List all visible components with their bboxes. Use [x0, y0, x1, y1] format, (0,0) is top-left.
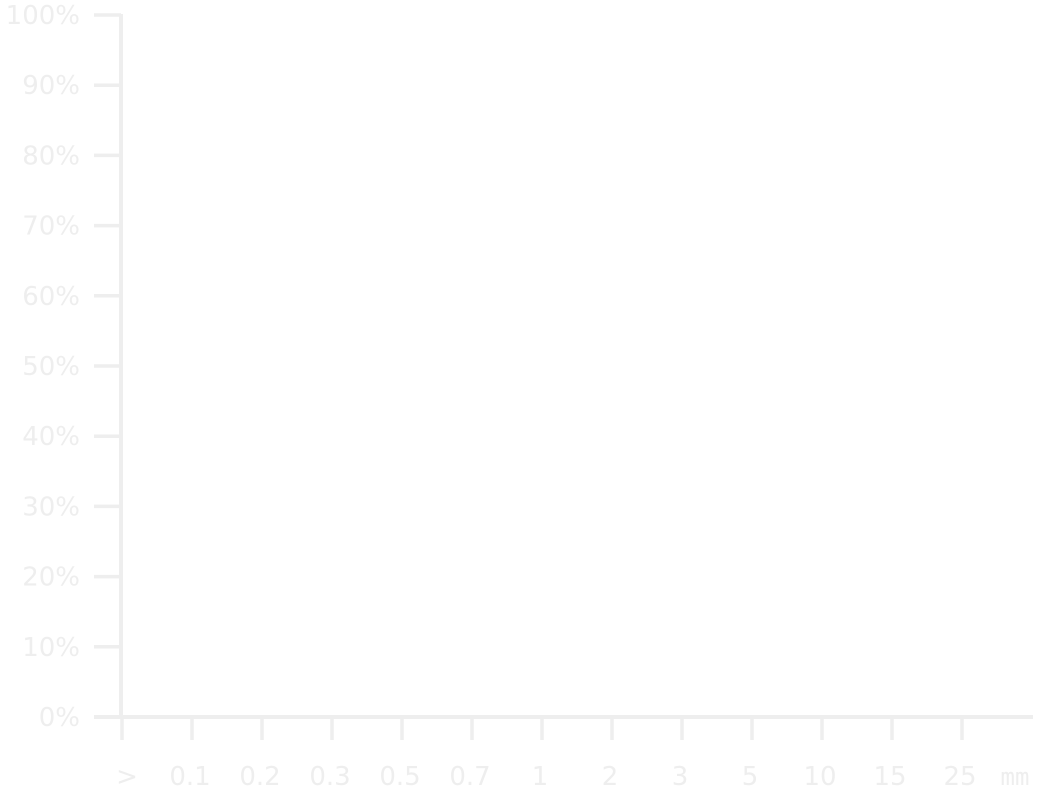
y-tick-label: 80% [22, 141, 80, 171]
x-tick-label: 0.3 [309, 762, 350, 792]
y-tick-label: 70% [22, 212, 80, 242]
x-tick-label: 25 [943, 762, 976, 792]
x-tick-label: 5 [742, 762, 759, 792]
y-tick-label: 10% [22, 633, 80, 663]
y-tick-label: 50% [22, 352, 80, 382]
x-tick-label: 3 [672, 762, 689, 792]
x-tick-label: 10 [803, 762, 836, 792]
x-tick-label: 0.7 [449, 762, 490, 792]
x-ticks: >0.1 0.2 0.3 0.5 0.7 1 2 3 5 10 15 25 [116, 717, 977, 792]
y-tick-label: 0% [39, 703, 80, 733]
x-tick-label: 0.1 [169, 762, 210, 792]
x-tick-label: > [116, 762, 138, 792]
y-tick-label: 20% [22, 563, 80, 593]
x-tick-label: 1 [532, 762, 549, 792]
x-tick-label: 15 [873, 762, 906, 792]
x-tick-label: 2 [602, 762, 619, 792]
y-ticks: 0% 10% 20% 30% 40% 50% 60% 70% 80% 90% 100% [6, 1, 121, 733]
y-tick-label: 100% [6, 1, 80, 31]
y-tick-label: 90% [22, 71, 80, 101]
y-tick-label: 40% [22, 422, 80, 452]
y-tick-label: 60% [22, 282, 80, 312]
y-tick-label: 30% [22, 492, 80, 522]
x-tick-label: 0.2 [239, 762, 280, 792]
x-tick-label: 0.5 [379, 762, 420, 792]
x-unit-label: mm [1001, 763, 1030, 791]
